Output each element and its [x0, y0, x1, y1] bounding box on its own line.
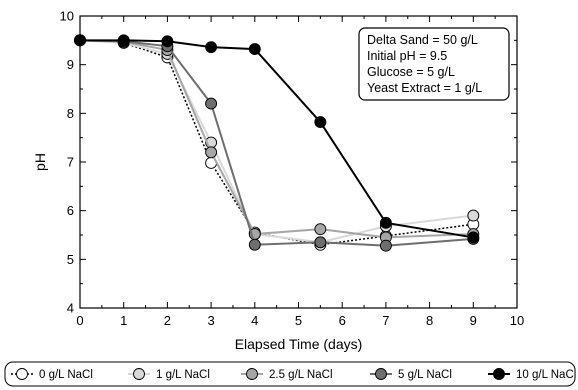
legend-item: 5 g/L NaCl: [370, 368, 452, 381]
annotation-line: Initial pH = 9.5: [367, 49, 447, 63]
x-tick-label: 7: [382, 313, 389, 328]
x-tick-label: 1: [120, 313, 127, 328]
x-tick-label: 8: [426, 313, 433, 328]
data-point: [205, 41, 218, 54]
annotation-line: Yeast Extract = 1 g/L: [367, 81, 482, 95]
x-axis-title: Elapsed Time (days): [235, 336, 363, 352]
legend-marker: [16, 368, 28, 380]
annotation-line: Delta Sand = 50 g/L: [367, 33, 478, 47]
x-tick-label: 3: [207, 313, 214, 328]
data-point: [379, 239, 392, 252]
data-point: [467, 209, 480, 222]
legend-label: 5 g/L NaCl: [398, 369, 452, 381]
legend-marker: [375, 368, 387, 380]
x-tick-label: 0: [76, 313, 83, 328]
legend-label: 0 g/L NaCl: [39, 369, 93, 381]
data-point: [74, 34, 86, 47]
y-axis-title: pH: [32, 153, 48, 171]
y-tick-label: 7: [67, 155, 74, 170]
data-point: [248, 238, 261, 251]
data-point: [314, 236, 327, 249]
data-point: [314, 116, 327, 129]
legend-item: 2.5 g/L NaCl: [241, 368, 333, 381]
legend-marker: [133, 368, 145, 380]
x-tick-label: 2: [164, 313, 171, 328]
x-tick-label: 5: [295, 313, 302, 328]
data-point: [205, 97, 218, 110]
x-tick-label: 4: [251, 313, 258, 328]
legend: 0 g/L NaCl 1 g/L NaCl 2.5 g/L NaCl 5 g/L Na…: [4, 361, 576, 387]
series: [74, 34, 480, 244]
x-tick-label: 6: [339, 313, 346, 328]
series-line: [79, 39, 474, 247]
legend-label: 10 g/L NaCl: [516, 369, 576, 381]
legend-items: 0 g/L NaCl 1 g/L NaCl 2.5 g/L NaCl 5 g/L Na…: [11, 368, 576, 381]
series-group: [74, 34, 480, 252]
data-point: [117, 34, 130, 47]
legend-item: 1 g/L NaCl: [128, 368, 210, 381]
legend-frame: [4, 361, 576, 387]
axis-ticks: 0 1 2 3 4 5 6 7 8 9 10 4 5 6 7 8 9 10: [60, 9, 525, 329]
annotation-line: Glucose = 5 g/L: [367, 65, 455, 79]
legend-marker: [493, 368, 505, 380]
data-point: [379, 216, 392, 229]
y-tick-label: 8: [67, 106, 74, 121]
series-line: [80, 39, 474, 239]
data-point: [161, 35, 174, 48]
series-line: [79, 39, 474, 246]
series-line: [79, 39, 474, 244]
legend-marker: [246, 368, 258, 380]
legend-item: 10 g/L NaCl: [488, 368, 576, 381]
annotation-frame: [358, 27, 510, 101]
y-tick-label: 4: [67, 301, 74, 316]
legend-label: 1 g/L NaCl: [156, 369, 210, 381]
y-tick-label: 5: [67, 252, 74, 267]
y-tick-label: 10: [60, 9, 74, 24]
data-point: [248, 43, 261, 56]
y-tick-label: 9: [67, 57, 74, 72]
data-point: [314, 223, 327, 236]
data-point: [205, 146, 218, 159]
data-point: [467, 231, 480, 244]
x-tick-label: 10: [510, 313, 524, 328]
x-tick-label: 9: [470, 313, 477, 328]
y-tick-label: 6: [67, 203, 74, 218]
annotation-box: Delta Sand = 50 g/L Initial pH = 9.5 Glu…: [358, 27, 510, 101]
legend-item: 0 g/L NaCl: [11, 368, 93, 381]
legend-label: 2.5 g/L NaCl: [269, 369, 333, 381]
series-line: [79, 39, 474, 239]
